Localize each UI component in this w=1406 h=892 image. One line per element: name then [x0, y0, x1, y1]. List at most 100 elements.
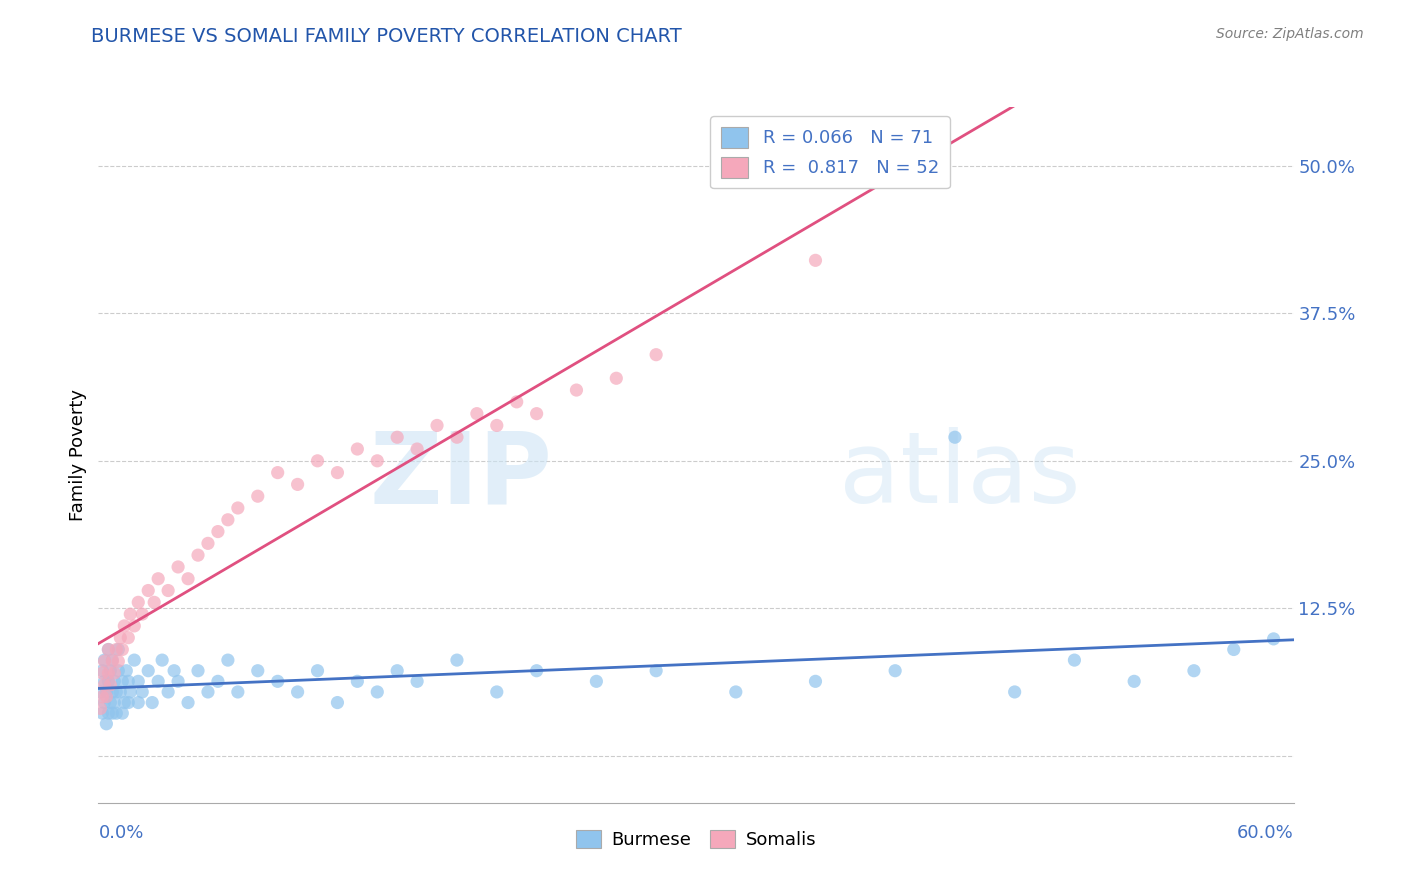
Point — [148, 572, 170, 586]
Point — [1063, 653, 1085, 667]
Point — [91, 666, 114, 681]
Point — [98, 696, 122, 710]
Point — [97, 642, 120, 657]
Point — [101, 653, 124, 667]
Point — [585, 674, 607, 689]
Point — [105, 642, 128, 657]
Point — [163, 664, 186, 678]
Point — [267, 674, 290, 689]
Point — [97, 642, 120, 657]
Point — [406, 674, 429, 689]
Point — [111, 706, 134, 721]
Point — [724, 685, 747, 699]
Point — [197, 685, 219, 699]
Point — [107, 642, 129, 657]
Point — [96, 685, 118, 699]
Point — [117, 674, 139, 689]
Point — [207, 674, 229, 689]
Point — [187, 548, 209, 562]
Point — [307, 454, 329, 468]
Text: BURMESE VS SOMALI FAMILY POVERTY CORRELATION CHART: BURMESE VS SOMALI FAMILY POVERTY CORRELA… — [91, 27, 682, 45]
Legend: Burmese, Somalis: Burmese, Somalis — [568, 822, 824, 856]
Point — [485, 418, 508, 433]
Point — [141, 696, 163, 710]
Point — [111, 674, 134, 689]
Point — [177, 572, 200, 586]
Point — [91, 664, 114, 678]
Point — [91, 690, 114, 704]
Point — [366, 685, 388, 699]
Point — [105, 685, 128, 699]
Point — [167, 674, 190, 689]
Point — [177, 696, 200, 710]
Point — [326, 466, 349, 480]
Point — [136, 664, 159, 678]
Point — [97, 666, 120, 681]
Point — [150, 653, 173, 667]
Point — [89, 685, 111, 699]
Point — [103, 666, 125, 681]
Point — [246, 489, 269, 503]
Point — [131, 685, 153, 699]
Point — [804, 253, 827, 268]
Text: atlas: atlas — [839, 427, 1081, 524]
Point — [1182, 664, 1205, 678]
Point — [465, 407, 488, 421]
Point — [526, 664, 548, 678]
Point — [217, 513, 239, 527]
Text: 60.0%: 60.0% — [1237, 823, 1294, 842]
Point — [226, 685, 249, 699]
Point — [124, 653, 146, 667]
Point — [117, 631, 139, 645]
Point — [565, 383, 588, 397]
Point — [346, 442, 368, 456]
Text: 0.0%: 0.0% — [98, 823, 143, 842]
Point — [89, 701, 111, 715]
Point — [246, 664, 269, 678]
Point — [645, 348, 668, 362]
Point — [96, 690, 118, 704]
Point — [366, 454, 388, 468]
Point — [485, 685, 508, 699]
Point — [924, 159, 946, 173]
Point — [93, 653, 115, 667]
Point — [446, 653, 468, 667]
Point — [120, 607, 142, 621]
Point — [107, 664, 129, 678]
Point — [157, 685, 180, 699]
Point — [207, 524, 229, 539]
Point — [1123, 674, 1146, 689]
Point — [98, 664, 122, 678]
Text: ZIP: ZIP — [370, 427, 553, 524]
Point — [120, 685, 142, 699]
Point — [406, 442, 429, 456]
Point — [346, 674, 368, 689]
Point — [187, 664, 209, 678]
Point — [96, 716, 118, 731]
Point — [97, 674, 120, 689]
Point — [157, 583, 180, 598]
Point — [167, 560, 190, 574]
Point — [107, 654, 129, 668]
Point — [93, 654, 115, 668]
Point — [98, 678, 122, 692]
Point — [103, 674, 125, 689]
Point — [101, 654, 124, 668]
Point — [385, 430, 409, 444]
Point — [197, 536, 219, 550]
Point — [117, 696, 139, 710]
Point — [287, 477, 309, 491]
Point — [101, 706, 124, 721]
Point — [605, 371, 627, 385]
Point — [93, 678, 115, 692]
Point — [307, 664, 329, 678]
Point — [124, 619, 146, 633]
Point — [326, 696, 349, 710]
Point — [105, 706, 128, 721]
Point — [136, 583, 159, 598]
Point — [526, 407, 548, 421]
Point — [112, 696, 135, 710]
Point — [127, 674, 149, 689]
Point — [110, 685, 132, 699]
Point — [506, 395, 529, 409]
